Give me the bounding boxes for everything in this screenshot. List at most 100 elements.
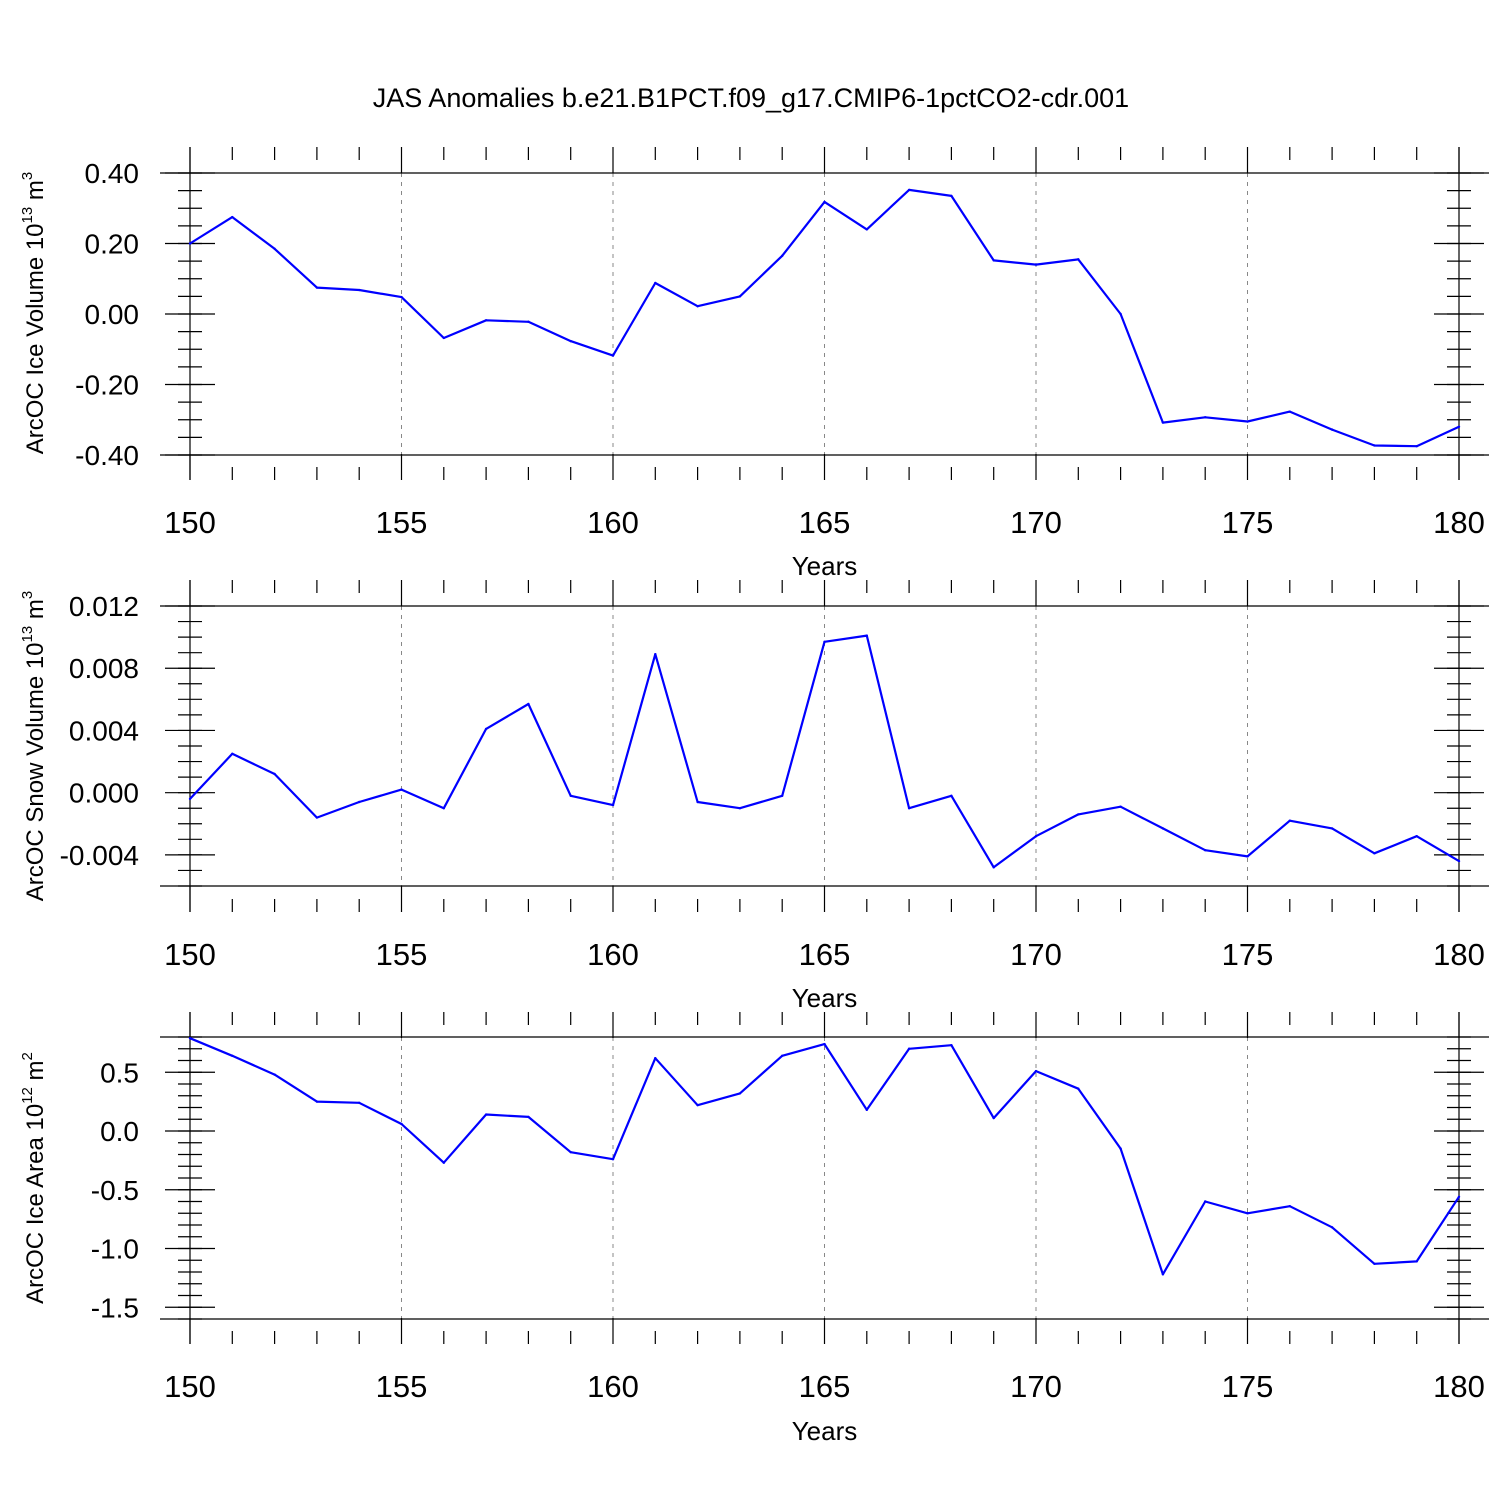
data-point xyxy=(315,286,319,289)
y-tick-label: 0.000 xyxy=(69,778,139,809)
x-tick-label: 180 xyxy=(1433,937,1485,972)
data-point xyxy=(654,1056,657,1060)
chart-panel-1: 0.40 0.20 0.00 -0.20 -0.40 150 155 160 165 170 175… xyxy=(19,147,1489,581)
x-tick-label: 160 xyxy=(587,937,639,972)
y-tick-label: -0.004 xyxy=(60,840,139,871)
data-point xyxy=(907,188,911,192)
x-tick-label: 180 xyxy=(1433,1369,1485,1404)
data-point xyxy=(315,816,319,819)
data-point xyxy=(654,281,657,285)
y-tick-label: -1.5 xyxy=(91,1292,139,1323)
data-point xyxy=(611,1158,615,1161)
x-tick-label: 165 xyxy=(799,505,851,540)
data-point xyxy=(1077,1087,1080,1090)
data-point xyxy=(231,752,234,755)
x-tick-label: 155 xyxy=(376,1369,428,1404)
data-point xyxy=(1415,835,1418,838)
chart-title: JAS Anomalies b.e21.B1PCT.f09_g17.CMIP6-… xyxy=(373,83,1129,113)
data-point xyxy=(484,1113,488,1116)
data-point xyxy=(950,794,953,797)
data-point xyxy=(442,1161,445,1164)
y-axis-title-exponent: 13 xyxy=(19,207,36,224)
data-point xyxy=(400,1122,403,1126)
data-point xyxy=(738,1092,742,1095)
x-tick-label: 150 xyxy=(164,937,216,972)
data-point xyxy=(950,194,953,198)
data-point xyxy=(1288,410,1292,413)
data-point xyxy=(992,866,995,869)
y-axis-title-unit-exponent: 2 xyxy=(19,1052,36,1060)
x-tick-label: 175 xyxy=(1222,505,1274,540)
data-point xyxy=(400,788,403,791)
data-point xyxy=(823,1042,826,1046)
y-tick-label: -1.0 xyxy=(91,1234,139,1265)
data-point xyxy=(358,800,361,804)
data-point xyxy=(738,807,742,810)
data-point xyxy=(1077,258,1080,261)
data-point xyxy=(442,807,445,810)
y-tick-label: 0.40 xyxy=(85,158,140,189)
x-tick-label: 150 xyxy=(164,505,216,540)
data-point xyxy=(1246,855,1249,858)
data-point xyxy=(992,259,995,262)
data-point xyxy=(1034,263,1038,266)
data-point xyxy=(1204,849,1207,852)
chart-panel-3: 0.5 0.0 -0.5 -1.0 -1.5 150 155 160 165 170 175 180 Y… xyxy=(19,1012,1489,1446)
data-point xyxy=(1330,827,1334,830)
data-point xyxy=(738,295,742,298)
data-point xyxy=(231,215,234,219)
data-point xyxy=(1204,416,1207,419)
y-axis-title-unit: m xyxy=(22,599,49,626)
x-tick-label: 170 xyxy=(1010,1369,1062,1404)
data-point xyxy=(696,800,699,804)
data-point xyxy=(1161,421,1165,424)
data-point xyxy=(865,228,868,231)
data-point xyxy=(1204,1200,1207,1203)
data-point xyxy=(273,1073,276,1076)
y-axis-title: ArcOC Snow Volume 1013 m3 xyxy=(19,591,49,902)
y-axis-title-unit: m xyxy=(22,180,49,207)
data-point xyxy=(273,247,276,250)
data-point xyxy=(1457,1195,1461,1199)
data-point xyxy=(781,794,784,797)
x-tick-label: 155 xyxy=(376,505,428,540)
data-point xyxy=(1457,425,1461,428)
data-point xyxy=(1246,1212,1249,1215)
x-tick-label: 160 xyxy=(587,1369,639,1404)
data-point xyxy=(231,1054,234,1058)
data-point xyxy=(569,794,572,797)
data-point xyxy=(1034,835,1038,838)
data-point xyxy=(484,727,488,731)
data-point xyxy=(781,1054,784,1058)
y-tick-label: -0.5 xyxy=(91,1175,139,1206)
data-point xyxy=(1415,444,1418,448)
data-point xyxy=(1246,420,1249,423)
y-axis-title-unit-exponent: 3 xyxy=(19,172,36,180)
x-axis-title: Years xyxy=(792,1416,858,1446)
data-point xyxy=(950,1044,953,1047)
y-axis-title-main: ArcOC Snow Volume 10 xyxy=(22,642,49,901)
data-point xyxy=(1373,852,1376,855)
data-point xyxy=(1457,859,1461,863)
data-point xyxy=(1373,1262,1376,1265)
data-point xyxy=(1077,813,1080,816)
y-tick-label: 0.004 xyxy=(69,715,139,746)
y-axis-title-unit: m xyxy=(22,1060,49,1087)
data-point xyxy=(1034,1069,1038,1073)
x-axis-title: Years xyxy=(792,551,858,581)
y-tick-label: -0.40 xyxy=(75,440,139,471)
data-point xyxy=(1415,1260,1418,1263)
data-point xyxy=(1119,805,1122,808)
data-point xyxy=(442,336,445,340)
data-point xyxy=(1161,1273,1165,1276)
x-tick-label: 165 xyxy=(799,1369,851,1404)
data-point xyxy=(527,702,530,706)
y-axis-title-main: ArcOC Ice Volume 10 xyxy=(22,223,49,454)
data-point xyxy=(1119,1147,1122,1150)
data-point xyxy=(907,807,911,810)
data-point xyxy=(1119,312,1122,316)
data-point xyxy=(865,1108,868,1112)
y-tick-label: 0.5 xyxy=(100,1057,139,1088)
y-axis-title-exponent: 12 xyxy=(19,1087,36,1104)
